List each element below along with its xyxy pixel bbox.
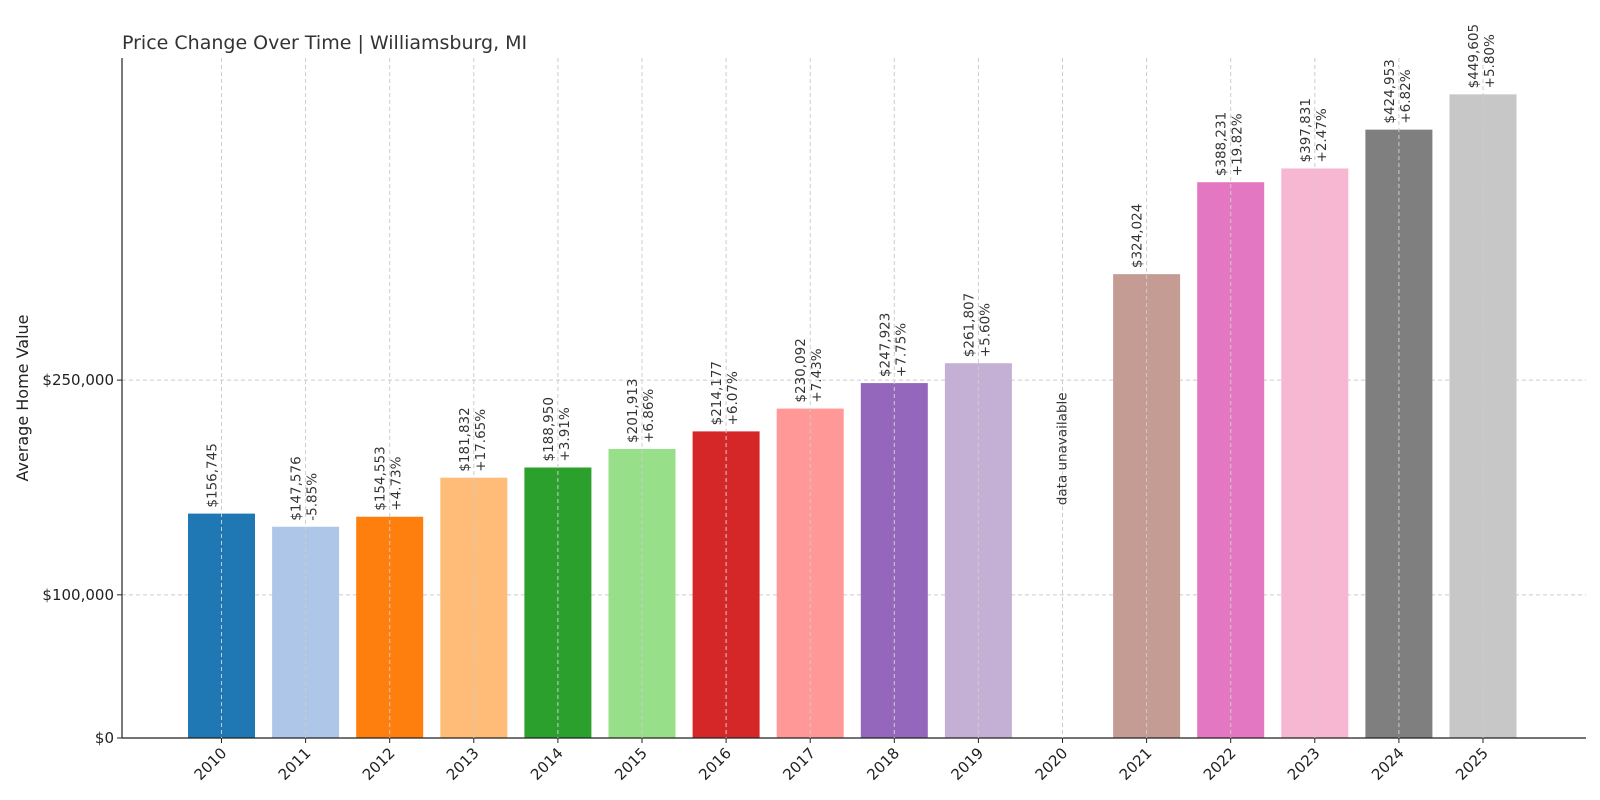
change-label-2023: +2.47%: [1314, 108, 1330, 162]
y-tick-label: $250,000: [42, 371, 114, 389]
x-tick-label-2014: 2014: [527, 744, 567, 784]
x-tick-label-2023: 2023: [1284, 744, 1324, 784]
value-label-2025: $449,605: [1466, 24, 1482, 88]
x-tick-label-2017: 2017: [779, 744, 819, 784]
axes-layer: [121, 58, 1586, 739]
change-label-2014: +3.91%: [557, 407, 573, 461]
y-tick-label: $100,000: [42, 586, 114, 604]
x-tick-label-2022: 2022: [1200, 744, 1240, 784]
x-tick-label-2019: 2019: [947, 744, 987, 784]
bar-2014: [524, 467, 592, 738]
value-label-2014: $188,950: [541, 397, 557, 461]
change-label-2024: +6.82%: [1398, 69, 1414, 123]
x-tick-label-2013: 2013: [443, 744, 483, 784]
bar-2024: [1365, 129, 1433, 738]
bar-labels-layer: $156,745 $147,576 -5.85% $154,553 +4.73% $181…: [205, 24, 1498, 738]
y-tick-label: $0: [95, 729, 114, 747]
value-label-2020: data unavailable: [1055, 392, 1071, 505]
chart-title: Price Change Over Time | Williamsburg, M…: [122, 32, 527, 54]
change-label-2012: +4.73%: [389, 456, 405, 510]
value-label-2022: $388,231: [1214, 112, 1230, 176]
x-tick-label-2018: 2018: [863, 744, 903, 784]
change-label-2016: +6.07%: [725, 371, 741, 425]
ticks-layer: $0 $100,000 $250,000 2010 2011 2012 2013 2014 20…: [42, 371, 1491, 784]
value-label-2011: $147,576: [289, 456, 305, 520]
bars-layer: [188, 94, 1517, 738]
change-label-2015: +6.86%: [641, 389, 657, 443]
value-label-2016: $214,177: [709, 361, 725, 425]
x-tick-label-2021: 2021: [1116, 744, 1156, 784]
change-label-2013: +17.65%: [473, 409, 489, 472]
x-tick-label-2016: 2016: [695, 744, 735, 784]
bar-2018: [860, 383, 928, 738]
x-tick-label-2010: 2010: [191, 744, 231, 784]
x-tick-label-2025: 2025: [1452, 744, 1492, 784]
value-label-2013: $181,832: [457, 407, 473, 471]
value-label-2018: $247,923: [877, 313, 893, 377]
x-tick-label-2012: 2012: [359, 744, 399, 784]
change-label-2025: +5.80%: [1482, 34, 1498, 88]
value-label-2023: $397,831: [1298, 98, 1314, 162]
value-label-2012: $154,553: [373, 446, 389, 510]
value-label-2021: $324,024: [1130, 204, 1146, 268]
value-label-2024: $424,953: [1382, 59, 1398, 123]
value-label-2019: $261,807: [961, 293, 977, 357]
change-label-2022: +19.82%: [1230, 113, 1246, 176]
change-label-2019: +5.60%: [977, 303, 993, 357]
x-tick-label-2015: 2015: [611, 744, 651, 784]
change-label-2011: -5.85%: [305, 473, 321, 521]
value-label-2010: $156,745: [205, 443, 221, 507]
change-label-2018: +7.75%: [893, 323, 909, 377]
x-tick-label-2020: 2020: [1032, 744, 1072, 784]
change-label-2017: +7.43%: [809, 348, 825, 402]
y-axis-title: Average Home Value: [13, 314, 32, 481]
value-label-2015: $201,913: [625, 379, 641, 443]
value-label-2017: $230,092: [793, 338, 809, 402]
x-tick-label-2024: 2024: [1368, 744, 1408, 784]
x-tick-label-2011: 2011: [275, 744, 315, 784]
